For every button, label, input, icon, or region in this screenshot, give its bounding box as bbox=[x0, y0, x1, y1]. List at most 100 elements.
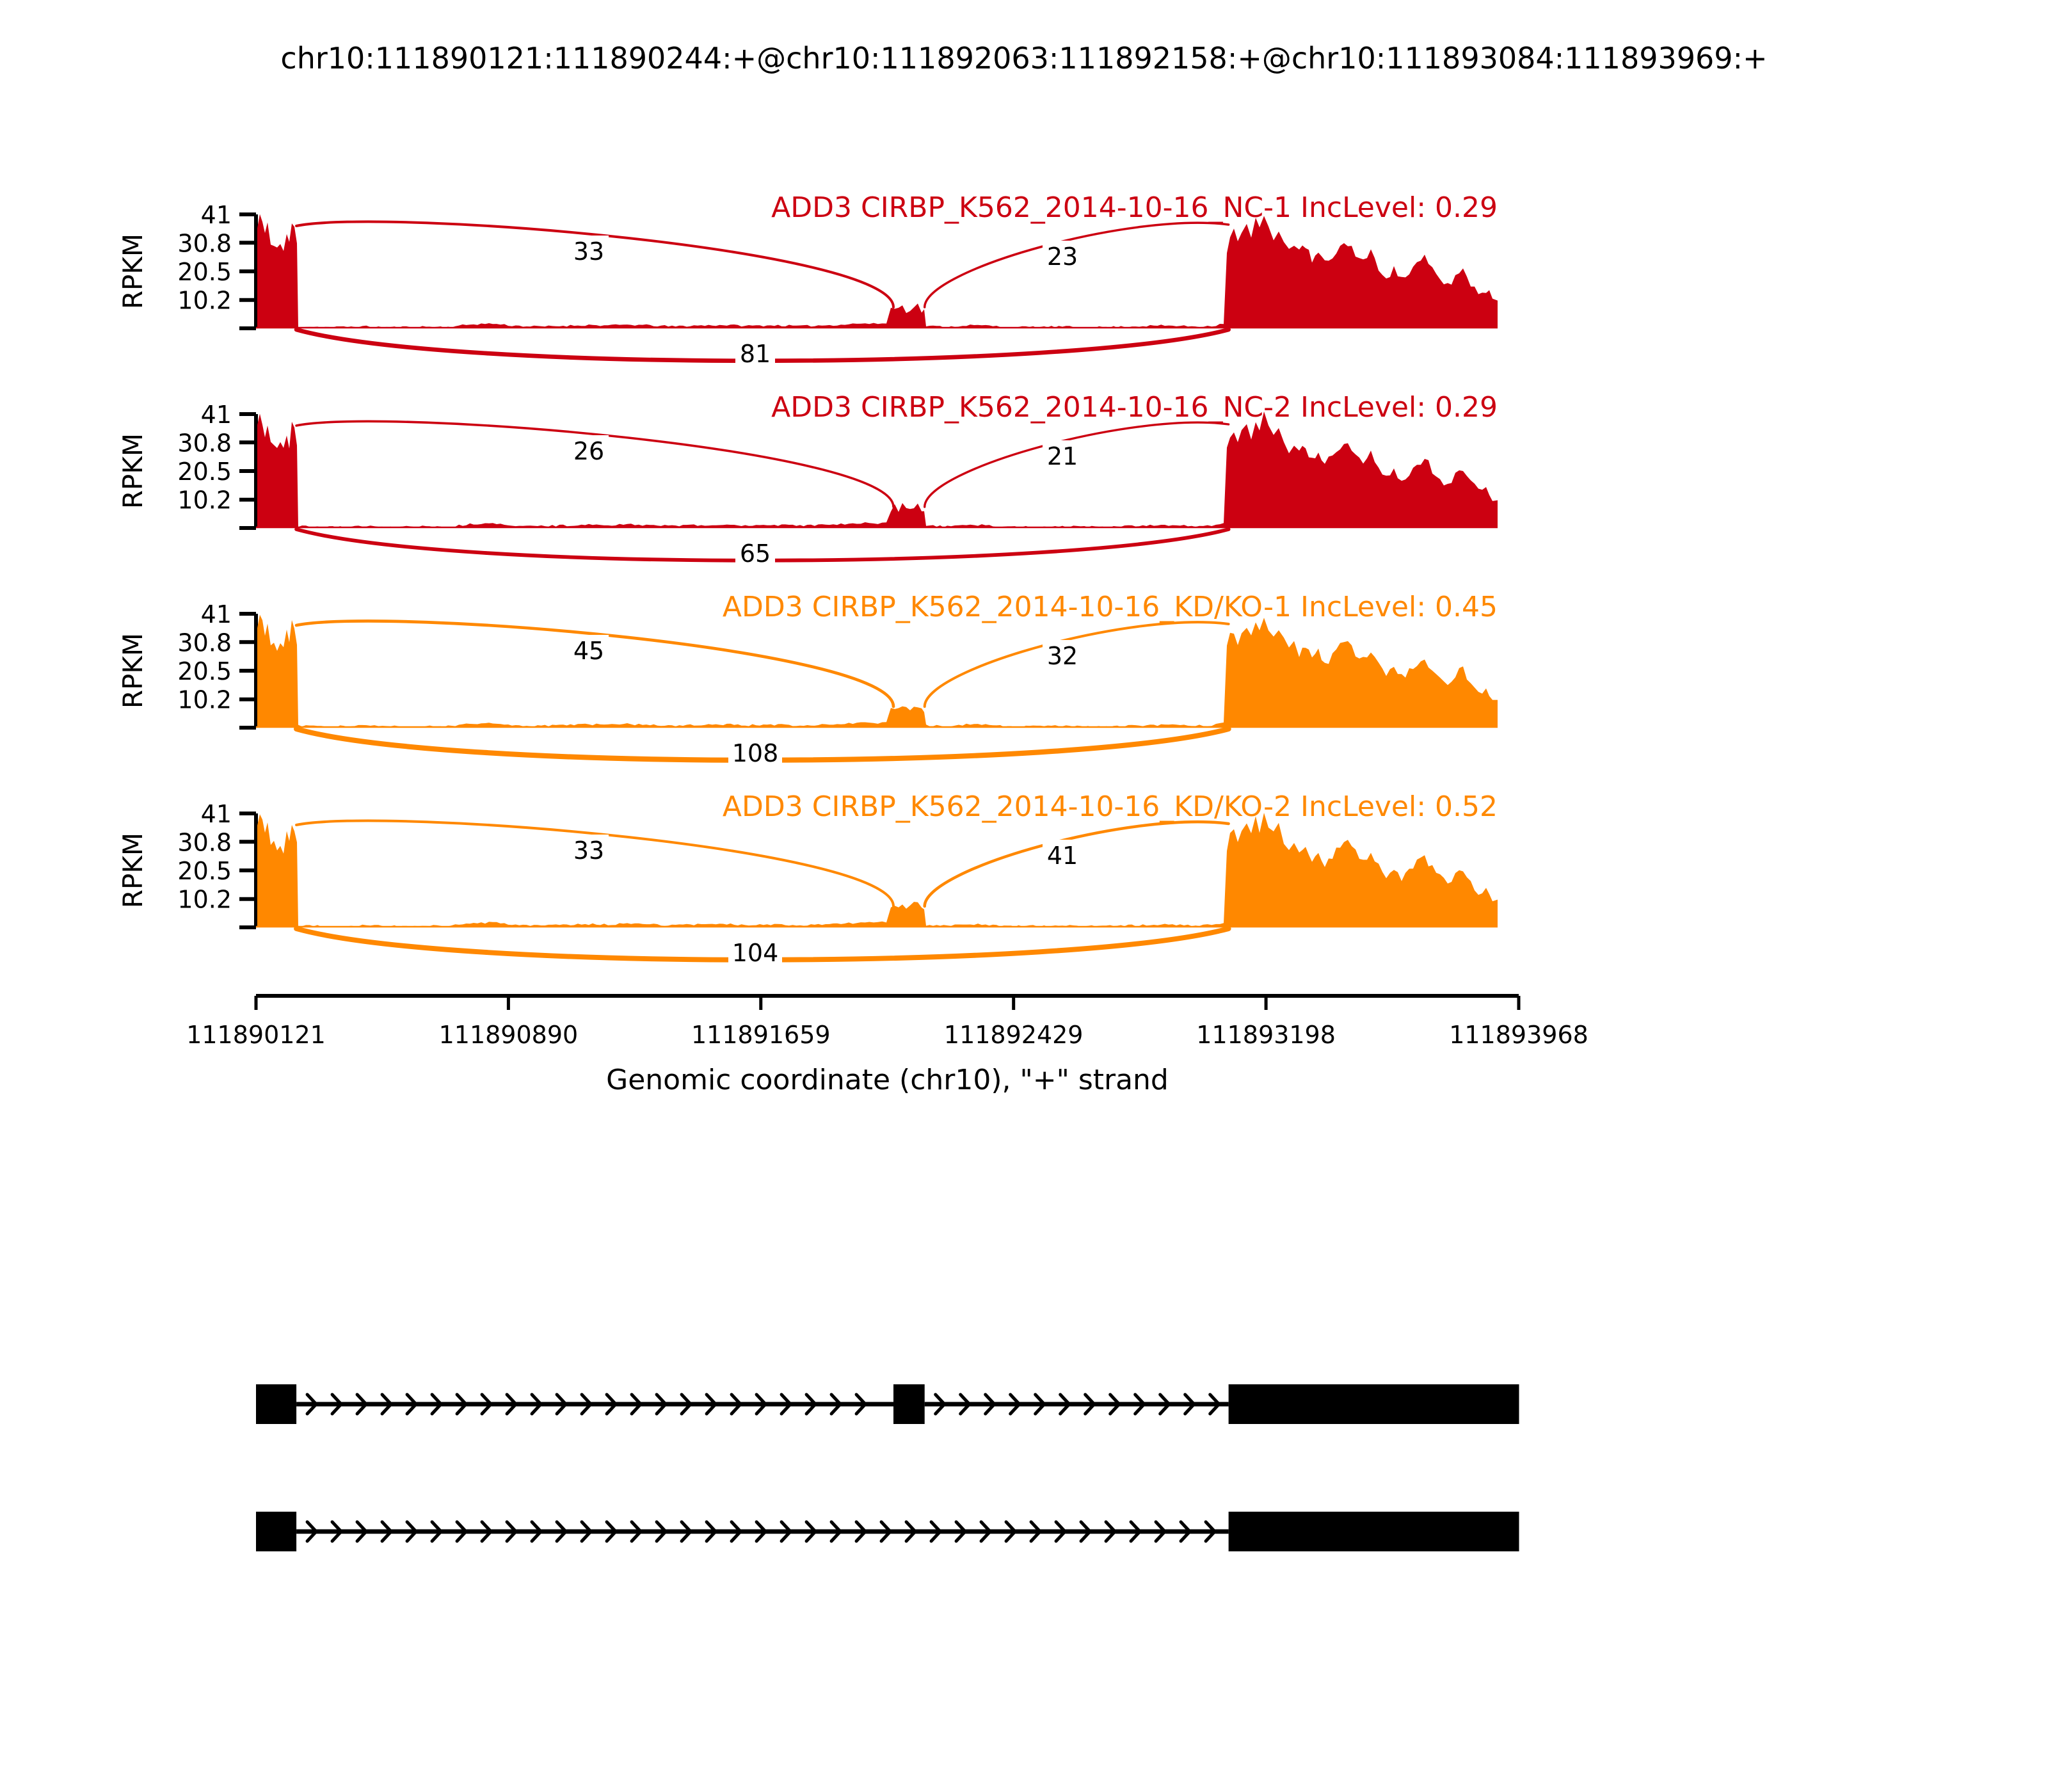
y-tick-label: 10.2 bbox=[177, 486, 232, 515]
junction-read-count: 45 bbox=[573, 637, 604, 665]
y-tick-label: 41 bbox=[201, 600, 232, 628]
strand-direction-arrow-icon bbox=[655, 1393, 668, 1416]
junction-read-count: 32 bbox=[1047, 642, 1078, 670]
splice-junction-arc bbox=[295, 420, 895, 508]
junction-read-count: 26 bbox=[573, 437, 604, 465]
strand-direction-arrow-icon bbox=[1084, 1393, 1097, 1416]
transcript-isoforms bbox=[256, 1384, 1519, 1551]
strand-direction-arrow-icon bbox=[680, 1393, 693, 1416]
strand-direction-arrow-icon bbox=[405, 1520, 419, 1543]
y-tick-label: 20.5 bbox=[177, 258, 232, 286]
strand-direction-arrow-icon bbox=[330, 1520, 344, 1543]
strand-direction-arrow-icon bbox=[1079, 1520, 1092, 1543]
track-title: ADD3 CIRBP_K562_2014-10-16_NC-2 IncLevel… bbox=[771, 391, 1498, 424]
exon-box bbox=[1228, 1384, 1519, 1424]
y-tick-label: 10.2 bbox=[177, 686, 232, 714]
y-tick-label: 10.2 bbox=[177, 886, 232, 914]
strand-direction-arrow-icon bbox=[1129, 1520, 1142, 1543]
y-axis-title: RPKM bbox=[117, 234, 148, 309]
strand-direction-arrow-icon bbox=[879, 1520, 893, 1543]
x-tick-label: 111890890 bbox=[439, 1021, 579, 1049]
junction-read-count: 33 bbox=[573, 836, 604, 865]
y-tick-label: 20.5 bbox=[177, 857, 232, 885]
strand-direction-arrow-icon bbox=[780, 1393, 793, 1416]
junction-label-mask bbox=[569, 835, 609, 867]
y-tick-label: 41 bbox=[201, 201, 232, 229]
y-axis-title: RPKM bbox=[117, 433, 148, 509]
read-coverage-area bbox=[257, 813, 1498, 927]
strand-direction-arrow-icon bbox=[829, 1520, 843, 1543]
strand-direction-arrow-icon bbox=[480, 1520, 493, 1543]
strand-direction-arrow-icon bbox=[804, 1393, 818, 1416]
junction-read-count: 23 bbox=[1047, 243, 1078, 271]
splice-junction-arc bbox=[923, 221, 1230, 308]
splice-junction-arc bbox=[924, 421, 1230, 508]
x-tick-label: 111893968 bbox=[1449, 1021, 1588, 1049]
strand-direction-arrow-icon bbox=[630, 1520, 643, 1543]
y-tick-label: 41 bbox=[201, 401, 232, 429]
x-axis: 111890121 111890890 111891659 111892429 1118… bbox=[186, 994, 1588, 1096]
junction-read-count: 33 bbox=[573, 237, 604, 266]
junction-label-mask bbox=[735, 338, 775, 370]
strand-direction-arrow-icon bbox=[605, 1520, 618, 1543]
strand-direction-arrow-icon bbox=[854, 1393, 868, 1416]
strand-direction-arrow-icon bbox=[1208, 1393, 1222, 1416]
splice-junction-arc bbox=[923, 820, 1230, 908]
strand-direction-arrow-icon bbox=[705, 1520, 718, 1543]
strand-direction-arrow-icon bbox=[984, 1393, 997, 1416]
y-tick-label: 41 bbox=[201, 800, 232, 828]
strand-direction-arrow-icon bbox=[430, 1520, 444, 1543]
y-tick-label: 30.8 bbox=[177, 828, 232, 856]
junction-label-mask bbox=[735, 538, 775, 570]
y-tick-label: 10.2 bbox=[177, 287, 232, 315]
x-tick-label: 111890121 bbox=[186, 1021, 326, 1049]
strand-direction-arrow-icon bbox=[1034, 1393, 1047, 1416]
strand-direction-arrow-icon bbox=[1029, 1520, 1043, 1543]
junction-read-count: 21 bbox=[1047, 442, 1078, 470]
strand-direction-arrow-icon bbox=[380, 1393, 394, 1416]
strand-direction-arrow-icon bbox=[804, 1520, 818, 1543]
strand-direction-arrow-icon bbox=[979, 1520, 993, 1543]
strand-direction-arrow-icon bbox=[580, 1520, 593, 1543]
strand-direction-arrow-icon bbox=[1154, 1520, 1167, 1543]
strand-direction-arrow-icon bbox=[705, 1393, 718, 1416]
junction-label-mask bbox=[728, 737, 782, 769]
strand-direction-arrow-icon bbox=[1009, 1393, 1022, 1416]
junction-label-mask bbox=[569, 635, 609, 667]
strand-direction-arrow-icon bbox=[555, 1520, 568, 1543]
track-title: ADD3 CIRBP_K562_2014-10-16_NC-1 IncLevel… bbox=[771, 191, 1498, 224]
strand-direction-arrow-icon bbox=[305, 1393, 319, 1416]
strand-direction-arrow-icon bbox=[755, 1393, 768, 1416]
junction-label-mask bbox=[1043, 241, 1082, 273]
strand-direction-arrow-icon bbox=[605, 1393, 618, 1416]
strand-direction-arrow-icon bbox=[854, 1520, 868, 1543]
strand-direction-arrow-icon bbox=[680, 1520, 693, 1543]
strand-direction-arrow-icon bbox=[1158, 1393, 1172, 1416]
junction-read-count: 41 bbox=[1047, 842, 1078, 870]
strand-direction-arrow-icon bbox=[1133, 1393, 1147, 1416]
strand-direction-arrow-icon bbox=[1054, 1520, 1068, 1543]
strand-direction-arrow-icon bbox=[355, 1520, 369, 1543]
junction-label-mask bbox=[1043, 440, 1082, 472]
x-axis-title: Genomic coordinate (chr10), "+" strand bbox=[606, 1064, 1169, 1096]
strand-direction-arrow-icon bbox=[755, 1520, 768, 1543]
junction-read-count: 104 bbox=[732, 939, 779, 967]
strand-direction-arrow-icon bbox=[555, 1393, 568, 1416]
junction-read-count: 81 bbox=[740, 340, 771, 368]
strand-direction-arrow-icon bbox=[405, 1393, 419, 1416]
junction-label-mask bbox=[728, 937, 782, 969]
strand-direction-arrow-icon bbox=[1204, 1520, 1217, 1543]
strand-direction-arrow-icon bbox=[355, 1393, 369, 1416]
strand-direction-arrow-icon bbox=[1183, 1393, 1197, 1416]
strand-direction-arrow-icon bbox=[655, 1520, 668, 1543]
strand-direction-arrow-icon bbox=[530, 1393, 543, 1416]
strand-direction-arrow-icon bbox=[1059, 1393, 1072, 1416]
strand-direction-arrow-icon bbox=[829, 1393, 843, 1416]
x-tick-label: 111892429 bbox=[944, 1021, 1084, 1049]
strand-direction-arrow-icon bbox=[455, 1520, 468, 1543]
x-tick-label: 111893198 bbox=[1196, 1021, 1336, 1049]
